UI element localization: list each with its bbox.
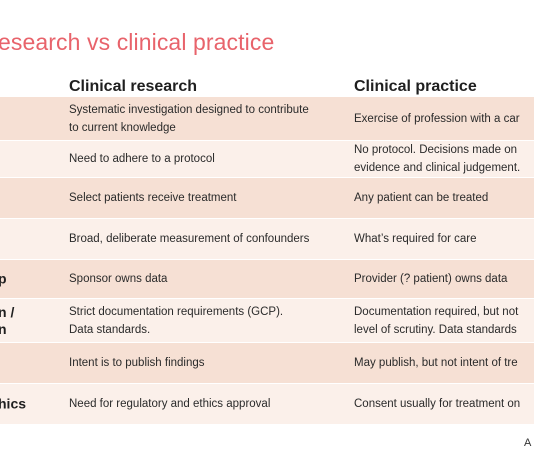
- row-label-line: n /: [0, 303, 15, 320]
- clinical-research-cell-line: Intent is to publish findings: [69, 357, 205, 369]
- column-header-clinical-practice: Clinical practice: [354, 78, 477, 95]
- clinical-practice-cell: Consent usually for treatment on: [354, 395, 520, 413]
- clinical-research-cell-line: Strict documentation requirements (GCP).: [69, 305, 284, 318]
- clinical-research-cell: Strict documentation requirements (GCP).…: [69, 303, 283, 339]
- clinical-practice-cell: No protocol. Decisions made on evidence a…: [354, 141, 520, 177]
- clinical-practice-cell: Provider (? patient) owns data: [354, 270, 507, 288]
- table-row: n / n Strict documentation requirements (G…: [0, 299, 534, 343]
- clinical-research-cell-line: Broad, deliberate measurement of confoun…: [69, 233, 310, 245]
- clinical-research-cell-line: Sponsor owns data: [69, 273, 168, 285]
- clinical-research-cell: Broad, deliberate measurement of confoun…: [69, 230, 309, 248]
- clinical-research-cell: Need for regulatory and ethics approval: [69, 395, 270, 413]
- clinical-research-cell: Select patients receive treatment: [69, 189, 236, 207]
- table-row: Select patients receive treatment Any pat…: [0, 178, 534, 219]
- clinical-practice-cell-line: Any patient can be treated: [354, 192, 489, 204]
- row-label: p: [0, 271, 7, 288]
- clinical-research-cell: Systematic investigation designed to con…: [69, 101, 309, 137]
- clinical-practice-cell-line: Documentation required, but not: [354, 305, 519, 318]
- clinical-practice-cell-line: Exercise of profession with a car: [354, 112, 520, 125]
- column-header-clinical-research: Clinical research: [69, 78, 198, 95]
- row-label: hics: [0, 396, 26, 413]
- clinical-research-cell-line: to current knowledge: [69, 121, 176, 134]
- row-label: n / n: [0, 304, 14, 338]
- clinical-practice-cell: May publish, but not intent of tre: [354, 354, 518, 372]
- clinical-practice-cell-line: level of scrutiny. Data standards: [354, 323, 517, 336]
- clinical-research-cell-line: Select patients receive treatment: [69, 192, 237, 204]
- clinical-practice-cell-line: Consent usually for treatment on: [354, 398, 521, 410]
- row-label-line: n: [0, 320, 7, 337]
- table-row: Need to adhere to a protocol No protocol.…: [0, 141, 534, 178]
- table-row: hics Need for regulatory and ethics appro…: [0, 384, 534, 425]
- table-row: p Sponsor owns data Provider (? patient) o…: [0, 260, 534, 299]
- clinical-research-cell: Intent is to publish findings: [69, 354, 205, 372]
- clinical-practice-cell-line: What’s required for care: [354, 233, 477, 245]
- clinical-research-cell-line: Need to adhere to a protocol: [69, 153, 215, 165]
- clinical-research-cell: Need to adhere to a protocol: [69, 150, 215, 168]
- row-label-line: p: [0, 270, 7, 287]
- table-row: Systematic investigation designed to con…: [0, 97, 534, 141]
- clinical-research-cell: Sponsor owns data: [69, 270, 167, 288]
- footer-mark: A: [524, 437, 532, 449]
- clinical-practice-cell-line: May publish, but not intent of tre: [354, 357, 518, 369]
- clinical-research-cell-line: Systematic investigation designed to con…: [69, 103, 309, 116]
- clinical-practice-cell: Documentation required, but not level of …: [354, 303, 518, 339]
- row-label-line: hics: [0, 395, 27, 412]
- table-row: Intent is to publish findings May publish…: [0, 343, 534, 384]
- clinical-practice-cell: Exercise of profession with a car: [354, 110, 520, 128]
- clinical-practice-cell-line: Provider (? patient) owns data: [354, 273, 508, 285]
- clinical-research-cell-line: Need for regulatory and ethics approval: [69, 398, 271, 410]
- table-row: Broad, deliberate measurement of confoun…: [0, 219, 534, 260]
- clinical-practice-cell: What’s required for care: [354, 230, 477, 248]
- clinical-research-cell-line: Data standards.: [69, 323, 151, 336]
- slide-title: esearch vs clinical practice: [0, 29, 275, 55]
- clinical-practice-cell-line: evidence and clinical judgement.: [354, 162, 521, 174]
- clinical-practice-cell-line: No protocol. Decisions made on: [354, 144, 517, 156]
- clinical-practice-cell: Any patient can be treated: [354, 189, 488, 207]
